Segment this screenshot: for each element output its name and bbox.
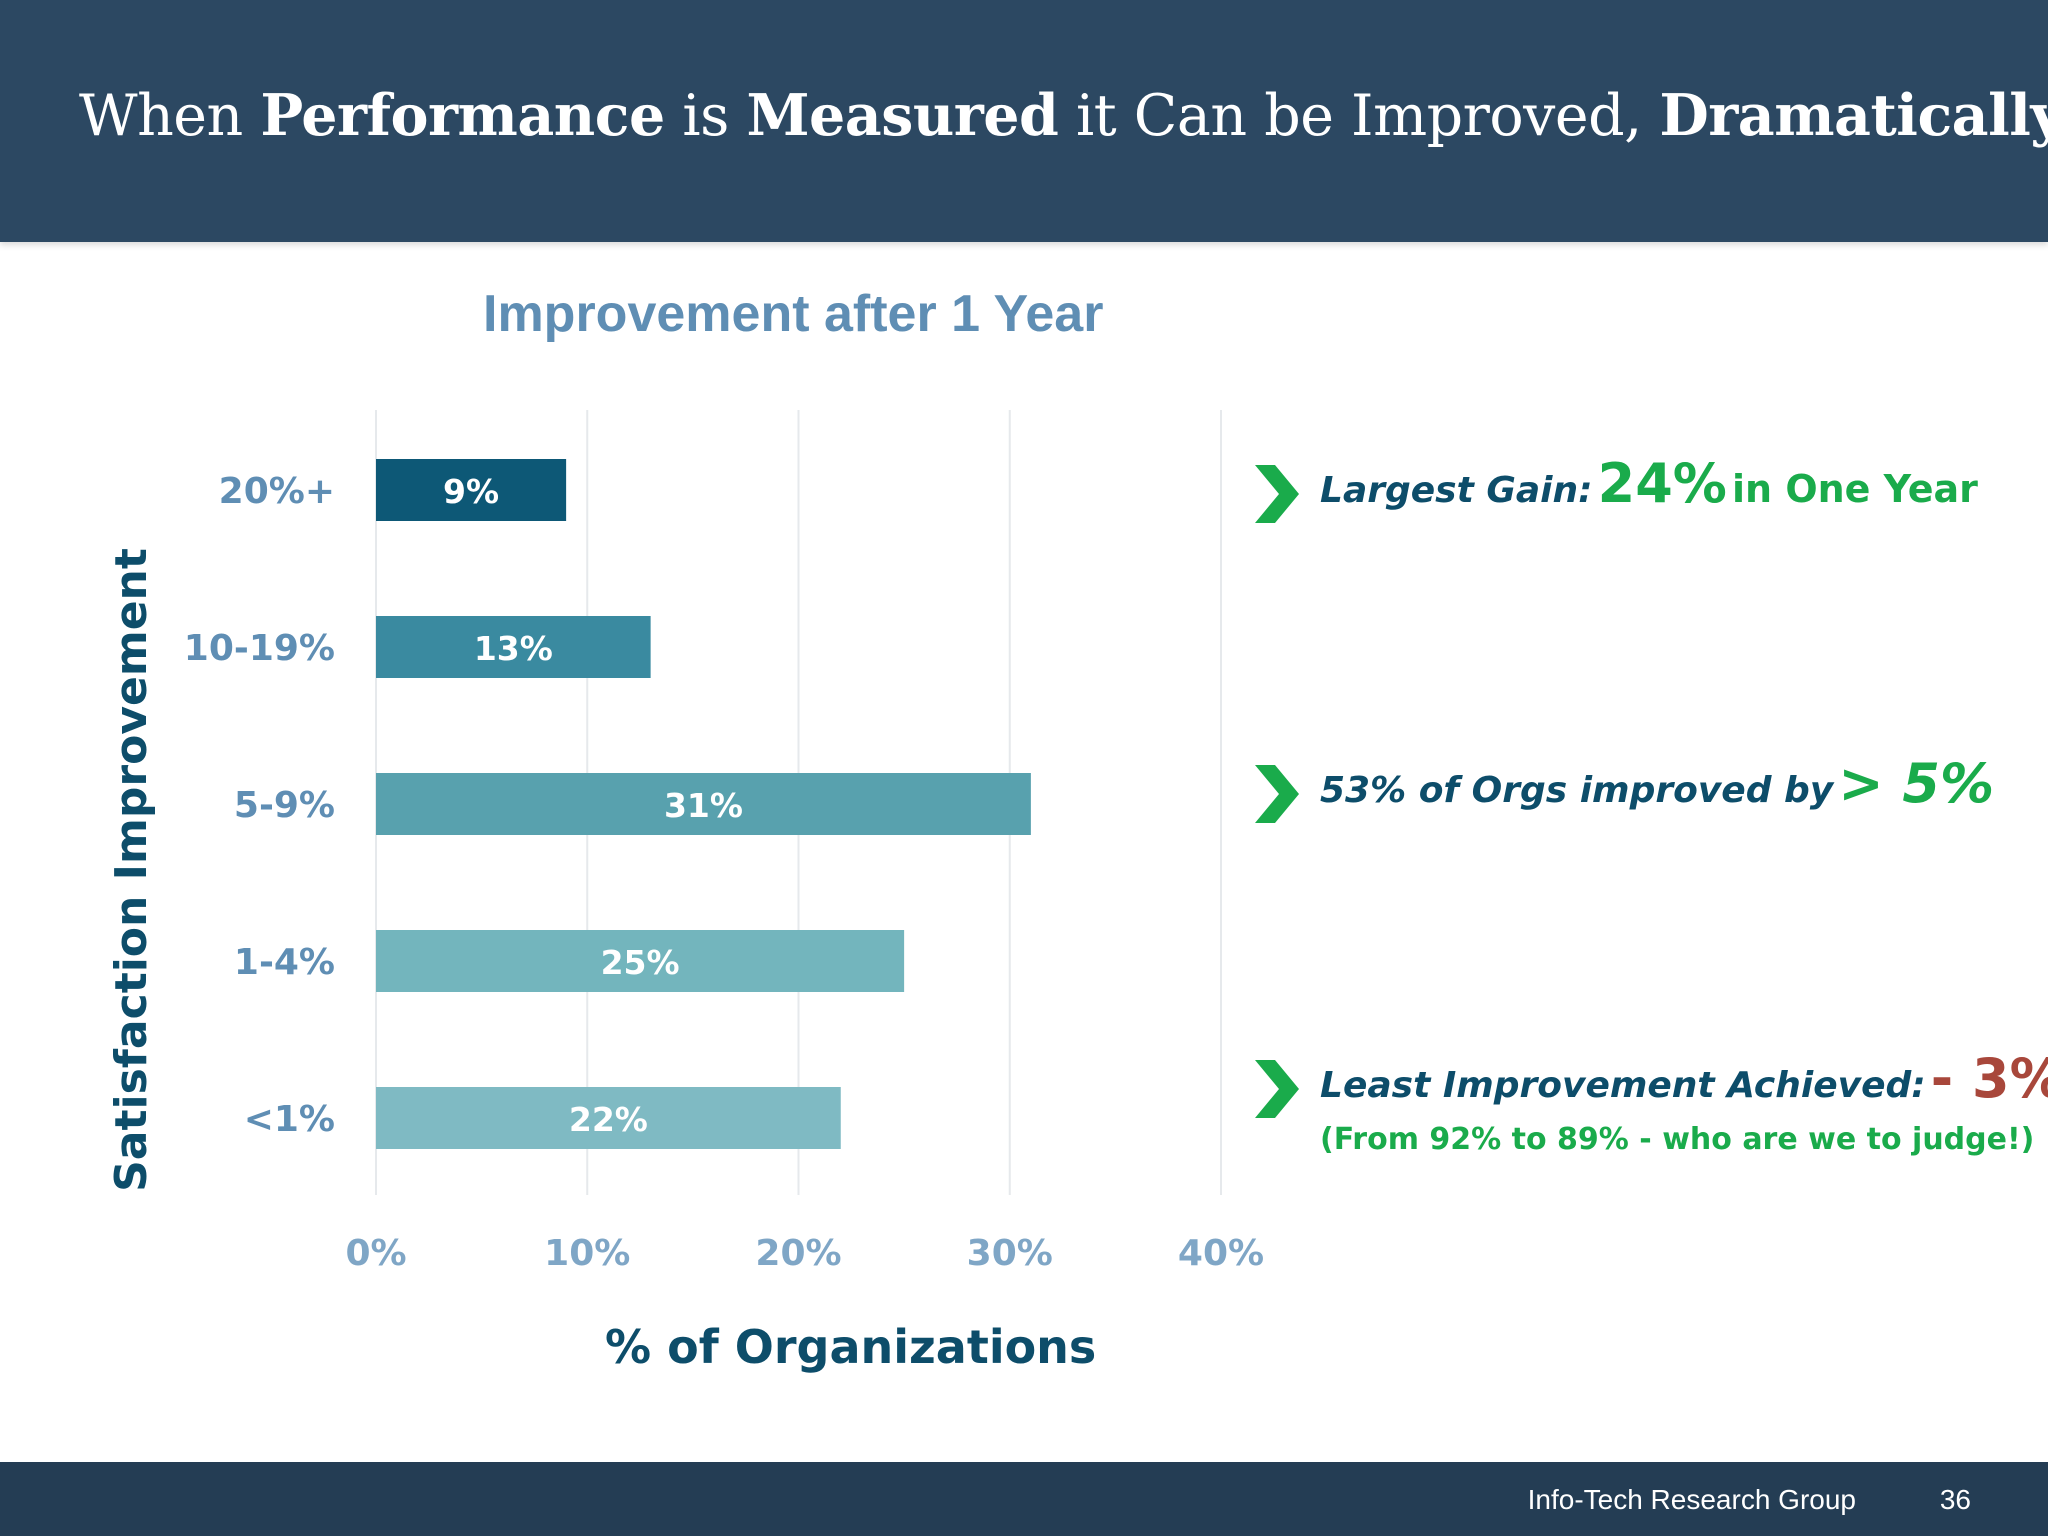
callout-text: Largest Gain: 24% in One Year <box>1320 452 1978 515</box>
x-tick-label: 30% <box>967 1233 1053 1274</box>
callout-value: 24% <box>1597 452 1727 515</box>
callout-value: > 5% <box>1838 752 1995 815</box>
chart-bars: 9% 13% 31% 25% 22% <box>376 459 1031 1149</box>
chevron-right-icon <box>1255 465 1299 523</box>
category-label: 1-4% <box>234 942 335 983</box>
callout-note: (From 92% to 89% - who are we to judge!) <box>1320 1122 2035 1157</box>
callout-label: 53% of Orgs improved by <box>1320 770 1834 811</box>
slide-footer: Info-Tech Research Group 36 <box>0 1462 2048 1536</box>
footer-org-name: Info-Tech Research Group <box>1527 1484 1856 1515</box>
chevron-right-icon <box>1255 765 1299 823</box>
slide-header: When Performance is Measured it Can be I… <box>0 0 2048 242</box>
slide-title: When Performance is Measured it Can be I… <box>79 82 2048 149</box>
x-tick-label: 40% <box>1178 1233 1264 1274</box>
chart-category-labels: 20%+ 10-19% 5-9% 1-4% <1% <box>184 471 335 1140</box>
title-part-bold: Measured <box>746 82 1059 149</box>
bar <box>376 773 1031 835</box>
category-label: 20%+ <box>219 471 335 512</box>
x-tick-label: 10% <box>544 1233 630 1274</box>
title-part: it Can be Improved, <box>1058 83 1660 149</box>
chart-title: Improvement after 1 Year <box>483 285 1104 343</box>
category-label: <1% <box>244 1099 335 1140</box>
callout-value: - 3% <box>1930 1047 2048 1110</box>
title-part-bold: Performance <box>260 82 665 149</box>
callout-suffix: in One Year <box>1732 467 1978 511</box>
x-tick-label: 20% <box>755 1233 841 1274</box>
bar-data-label: 13% <box>474 629 553 668</box>
category-label: 5-9% <box>234 785 335 826</box>
x-tick-label: 0% <box>345 1233 406 1274</box>
chevron-right-icon <box>1255 1060 1299 1118</box>
callout-text: 53% of Orgs improved by > 5% <box>1320 752 1994 815</box>
bar <box>376 1087 841 1149</box>
bar-data-label: 9% <box>443 472 499 511</box>
category-label: 10-19% <box>184 628 335 669</box>
bar-data-label: 31% <box>664 786 743 825</box>
x-axis-title: % of Organizations <box>605 1320 1097 1374</box>
title-part: When <box>79 83 261 149</box>
callout-text: Least Improvement Achieved: - 3% <box>1320 1047 2048 1110</box>
chart-tick-labels: 0% 10% 20% 30% 40% <box>345 1233 1264 1274</box>
title-part: is <box>664 83 747 149</box>
bar <box>376 930 905 992</box>
bar-data-label: 25% <box>601 943 680 982</box>
bar <box>376 459 567 521</box>
bar-data-label: 22% <box>569 1100 648 1139</box>
callout-label: Largest Gain: <box>1320 470 1593 511</box>
bar <box>376 616 651 678</box>
y-axis-title: Satisfaction Improvement <box>106 548 157 1192</box>
callout-label: Least Improvement Achieved: <box>1320 1065 1926 1106</box>
page-number: 36 <box>1939 1484 1971 1515</box>
title-part-bold: Dramatically <box>1659 82 2048 149</box>
